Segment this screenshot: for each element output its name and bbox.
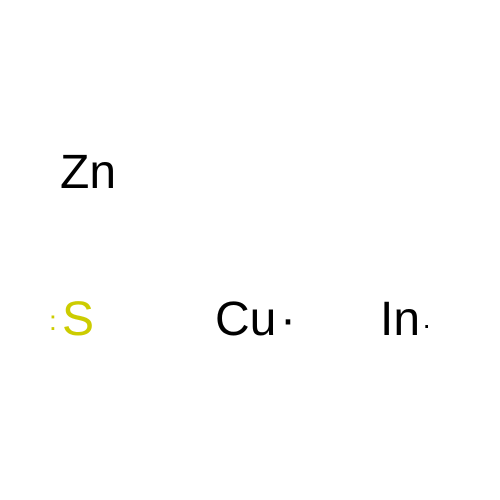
chemical-diagram-canvas: Zn : S Cu · In · [0, 0, 500, 500]
indium-element-label: In [380, 292, 420, 347]
indium-radical-dot: · [422, 309, 431, 341]
copper-element-label: Cu [215, 292, 276, 347]
zinc-element-label: Zn [60, 145, 116, 200]
sulfur-element-label: S [62, 292, 94, 347]
sulfur-lone-pair-dots: : [49, 305, 55, 337]
copper-radical-dot: · [280, 292, 296, 347]
